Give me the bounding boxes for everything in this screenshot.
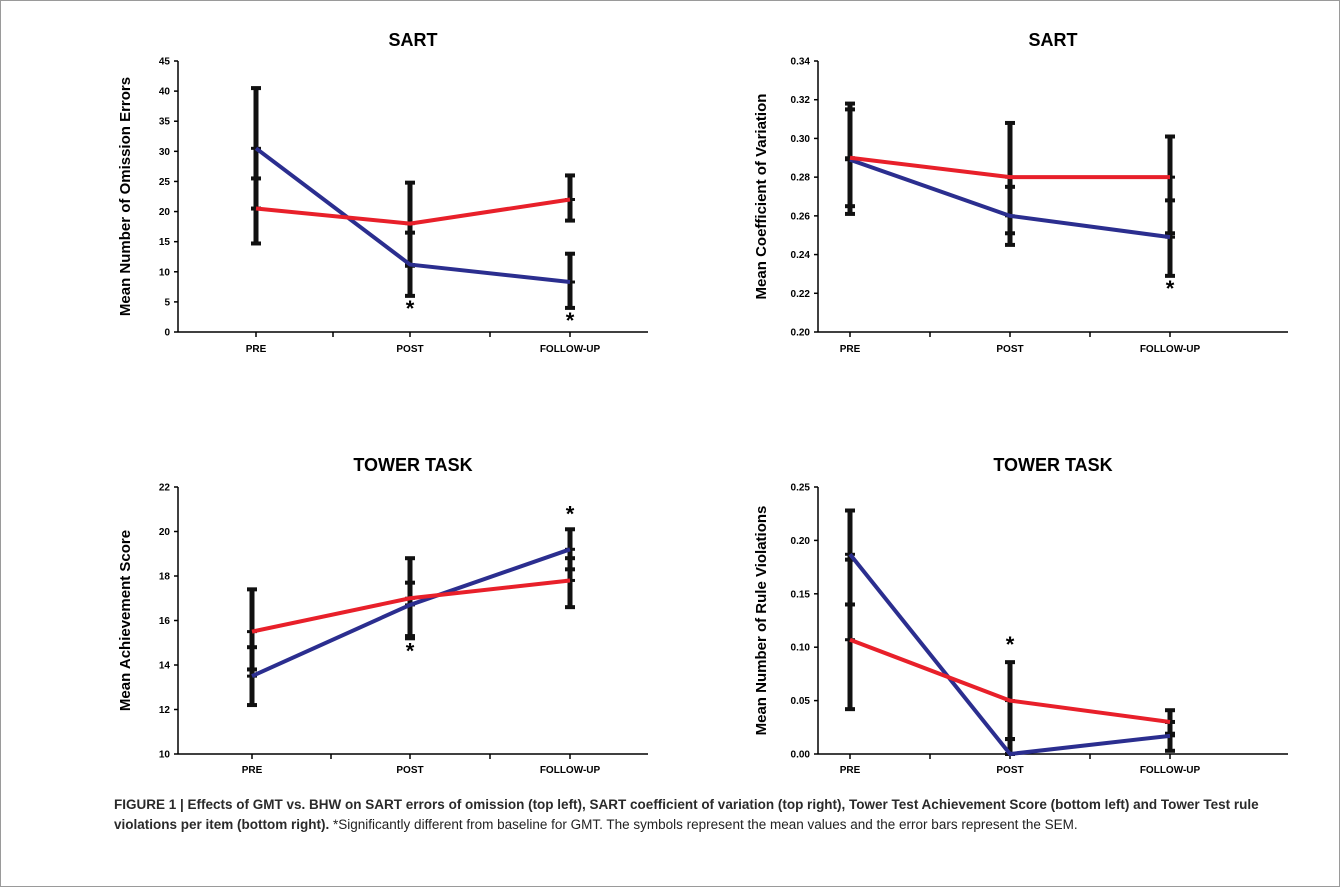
y-tick-label: 18: [159, 572, 171, 583]
y-tick-label: 15: [159, 237, 171, 248]
x-category-label: PRE: [840, 344, 861, 355]
y-tick-label: 0.34: [791, 57, 811, 68]
chart-panel-3: TOWER TASK Mean Achievement Score 10 12 14 16…: [117, 455, 648, 776]
x-category-label: POST: [996, 344, 1023, 355]
series-line-gmt: [254, 146, 571, 285]
y-tick-label: 0: [164, 328, 170, 339]
y-tick-label: 22: [159, 483, 171, 494]
y-tick-label: 0.05: [791, 696, 811, 707]
y-tick-label: 0.28: [791, 173, 811, 184]
y-tick-label: 10: [159, 750, 171, 761]
y-tick-label: 5: [164, 297, 170, 308]
y-tick-label: 0.25: [791, 483, 811, 494]
y-tick-label: 0.20: [791, 328, 811, 339]
y-tick-label: 0.26: [791, 211, 811, 222]
significance-marker: *: [566, 501, 575, 526]
series-line-bhw: [251, 578, 571, 634]
series-line-gmt: [251, 547, 571, 678]
x-category-label: PRE: [246, 344, 267, 355]
significance-marker: *: [1006, 632, 1015, 657]
y-tick-label: 16: [159, 616, 171, 627]
y-tick-label: 20: [159, 207, 171, 218]
chart-title: SART: [389, 30, 438, 50]
caption-body: *Significantly different from baseline f…: [333, 817, 1078, 832]
y-tick-label: 0.30: [791, 134, 811, 145]
y-tick-label: 0.20: [791, 536, 811, 547]
y-tick-label: 14: [159, 661, 171, 672]
chart-title: TOWER TASK: [353, 455, 472, 475]
x-category-label: FOLLOW-UP: [1140, 765, 1201, 776]
y-tick-label: 25: [159, 177, 171, 188]
x-category-label: PRE: [242, 765, 263, 776]
x-category-label: POST: [396, 344, 423, 355]
y-tick-label: 45: [159, 57, 171, 68]
chart-title: SART: [1029, 30, 1078, 50]
significance-marker: *: [566, 308, 575, 333]
x-category-label: FOLLOW-UP: [540, 765, 601, 776]
y-tick-label: 0.32: [791, 95, 811, 106]
y-tick-label: 0.22: [791, 289, 811, 300]
x-category-label: POST: [396, 765, 423, 776]
figure-caption: FIGURE 1 | Effects of GMT vs. BHW on SAR…: [114, 795, 1324, 835]
x-category-label: FOLLOW-UP: [540, 344, 601, 355]
y-tick-label: 0.24: [791, 250, 811, 261]
y-axis-label: Mean Coefficient of Variation: [753, 94, 770, 300]
y-tick-label: 0.15: [791, 589, 811, 600]
series-line-bhw: [255, 197, 571, 226]
y-tick-label: 10: [159, 267, 171, 278]
caption-lead: FIGURE 1 | Effects of GMT vs. BHW on SAR…: [114, 797, 1259, 832]
x-category-label: POST: [996, 765, 1023, 776]
chart-panel-4: TOWER TASK Mean Number of Rule Violations…: [753, 455, 1288, 776]
y-tick-label: 0.00: [791, 750, 811, 761]
significance-marker: *: [1166, 276, 1175, 301]
y-axis-label: Mean Number of Rule Violations: [753, 506, 770, 736]
series-line-bhw: [849, 637, 1171, 724]
y-tick-label: 35: [159, 117, 171, 128]
chart-panel-1: SART Mean Number of Omission Errors 0 5 10 15…: [117, 30, 648, 355]
series-line-gmt: [849, 157, 1171, 240]
x-category-label: PRE: [840, 765, 861, 776]
significance-marker: *: [406, 296, 415, 321]
series-line-gmt: [848, 553, 1171, 756]
series-line-bhw: [849, 155, 1170, 180]
chart-title: TOWER TASK: [993, 455, 1112, 475]
x-category-label: FOLLOW-UP: [1140, 344, 1201, 355]
y-tick-label: 0.10: [791, 643, 811, 654]
chart-panel-2: SART Mean Coefficient of Variation 0.20 0.2…: [753, 30, 1288, 355]
y-tick-label: 12: [159, 705, 171, 716]
significance-marker: *: [406, 638, 415, 663]
y-tick-label: 30: [159, 147, 171, 158]
y-tick-label: 40: [159, 87, 171, 98]
y-axis-label: Mean Number of Omission Errors: [117, 77, 134, 316]
y-tick-label: 20: [159, 527, 171, 538]
y-axis-label: Mean Achievement Score: [117, 530, 134, 711]
